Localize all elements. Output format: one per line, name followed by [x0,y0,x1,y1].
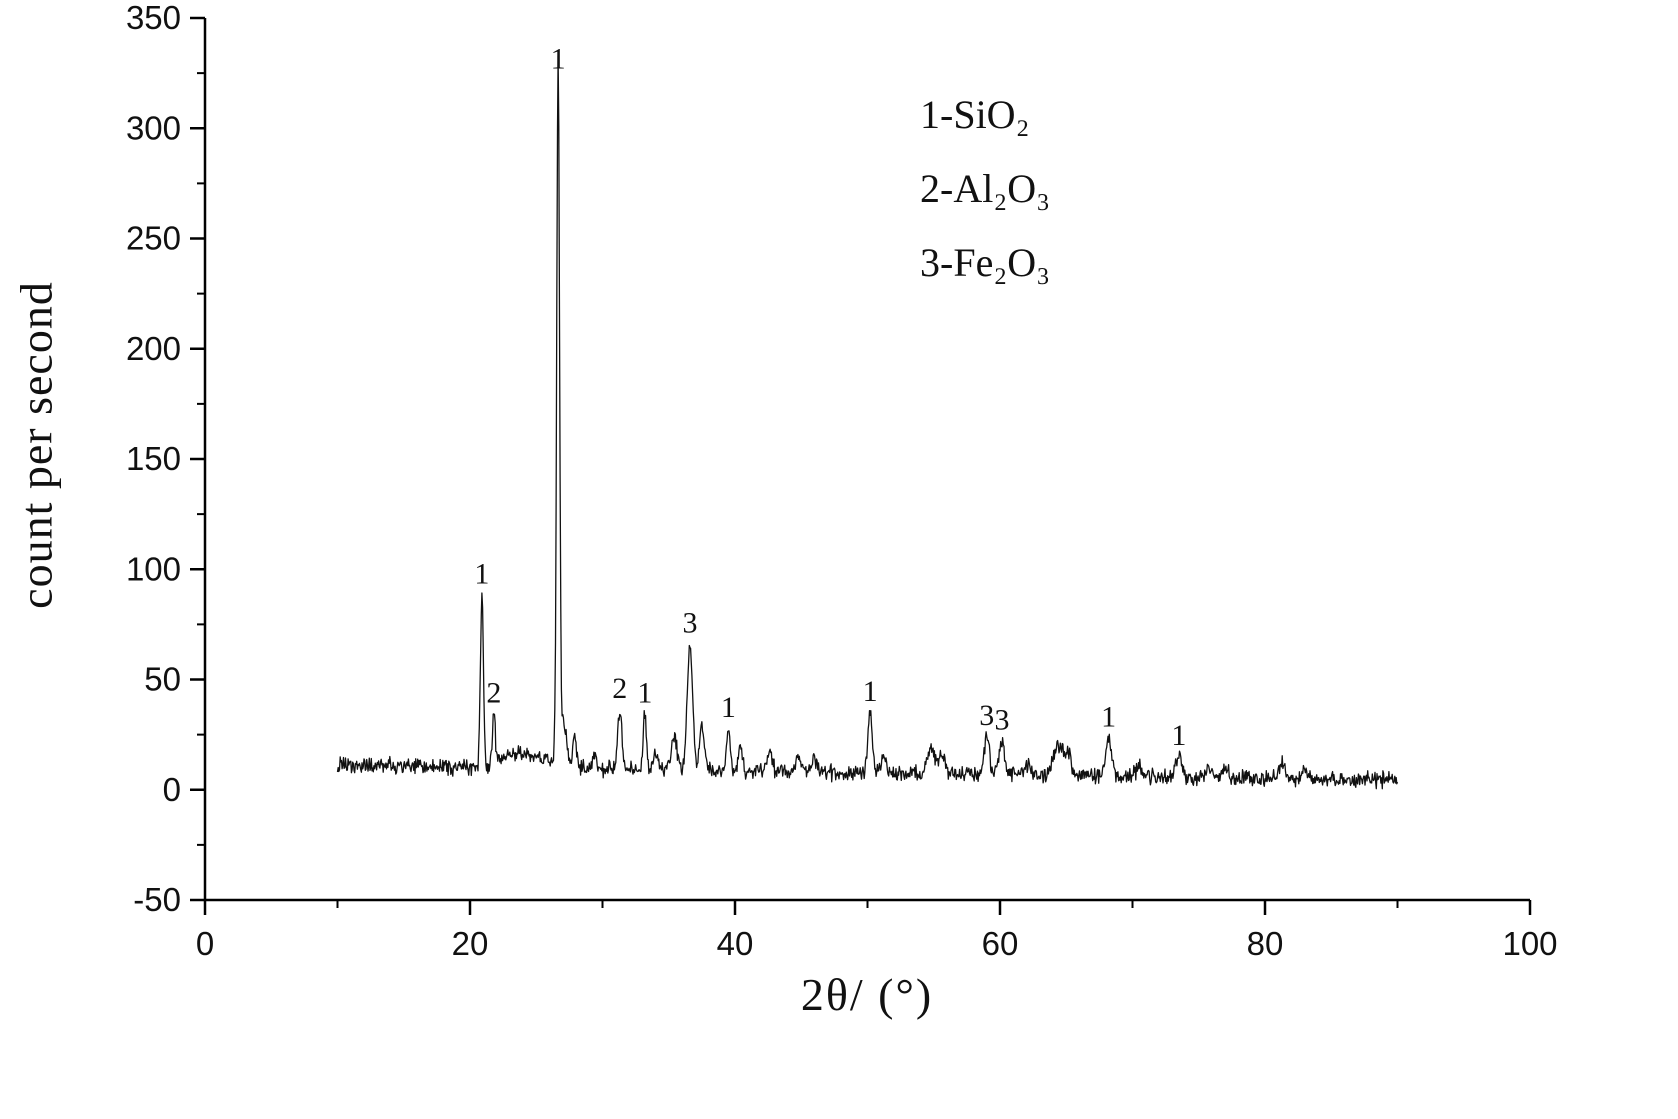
legend-item-al2o3: 2-Al₂O₃ [920,166,1051,211]
y-tick-label: 0 [163,771,181,808]
y-tick-label: 300 [126,109,181,146]
y-axis-label: count per second [10,281,62,609]
x-tick-label: 40 [717,925,754,962]
legend-item-fe2o3: 3-Fe₂O₃ [920,240,1051,285]
peak-label: 1 [863,675,878,708]
peak-label: 1 [474,557,489,590]
peak-label: 1 [1171,719,1186,752]
peak-label: 3 [682,607,697,640]
peak-label: 1 [1101,700,1116,733]
y-tick-label: 250 [126,220,181,257]
y-tick-label: -50 [133,881,181,918]
legend: 1-SiO₂ 2-Al₂O₃ 3-Fe₂O₃ [920,78,1050,300]
x-tick-label: 60 [982,925,1019,962]
peak-label: 3 [994,703,1009,736]
x-tick-label: 0 [196,925,214,962]
peak-label: 2 [612,672,627,705]
legend-item-sio2: 1-SiO₂ [920,92,1030,137]
x-tick-label: 80 [1247,925,1284,962]
xrd-trace [336,55,1399,790]
y-tick-label: 100 [126,550,181,587]
peak-label: 3 [979,699,994,732]
y-tick-label: 150 [126,440,181,477]
peak-label: 1 [721,691,736,724]
x-tick-label: 100 [1502,925,1557,962]
y-tick-label: 200 [126,330,181,367]
x-tick-label: 20 [452,925,489,962]
x-axis-label: 2θ/ (°) [800,969,934,1020]
peak-label: 1 [551,43,566,76]
peak-label: 1 [637,677,652,710]
y-tick-label: 350 [126,0,181,36]
y-tick-label: 50 [144,661,181,698]
peak-label: 2 [486,677,501,710]
